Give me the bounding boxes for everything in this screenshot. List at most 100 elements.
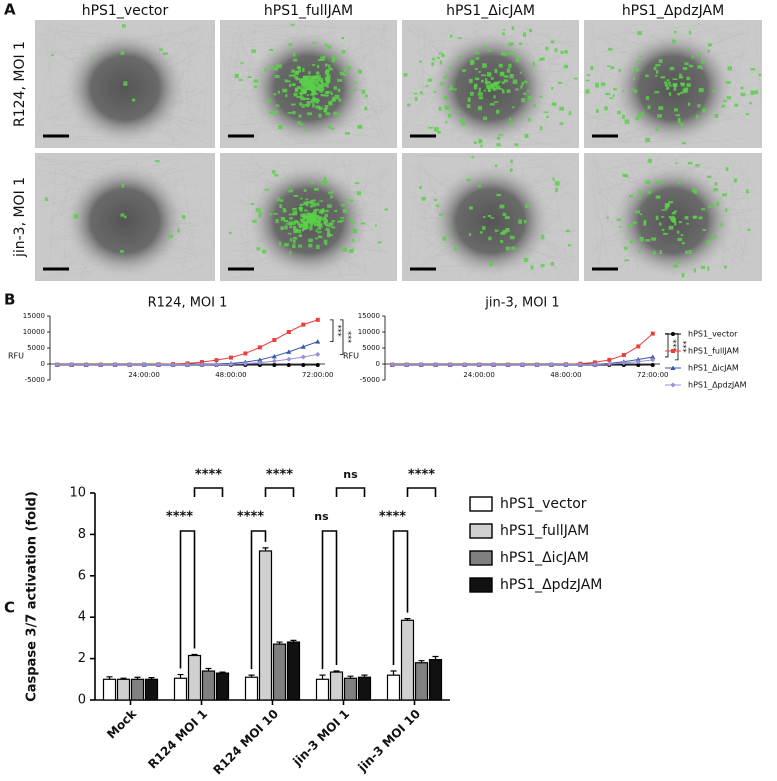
- significance-label: ****: [166, 510, 193, 525]
- gfp-signal: [374, 224, 378, 227]
- gfp-signal: [502, 212, 507, 217]
- x-tick-label: 24:00:00: [463, 371, 494, 379]
- gfp-signal: [120, 51, 125, 55]
- data-point: [315, 362, 320, 367]
- gfp-signal: [501, 81, 505, 85]
- bar: [116, 678, 131, 701]
- gfp-signal: [520, 85, 523, 89]
- data-point: [520, 362, 525, 368]
- image-texture: [742, 163, 750, 263]
- gfp-signal: [523, 257, 529, 263]
- gfp-signal: [658, 222, 662, 226]
- gfp-signal: [419, 186, 422, 189]
- data-point: [635, 359, 641, 365]
- bar: [428, 659, 443, 701]
- gfp-signal: [324, 43, 328, 46]
- gfp-signal: [289, 250, 292, 255]
- gfp-signal: [523, 80, 528, 84]
- gfp-signal: [289, 238, 293, 242]
- image-texture: [527, 26, 571, 29]
- gfp-signal: [444, 95, 449, 100]
- image-texture: [190, 78, 199, 102]
- gfp-signal: [324, 70, 329, 75]
- gfp-signal: [606, 216, 609, 219]
- legend-label: hPS1_ΔpdzJAM: [688, 381, 747, 390]
- gfp-signal: [421, 196, 426, 201]
- gfp-signal: [291, 69, 295, 73]
- gfp-signal: [502, 32, 505, 36]
- gfp-signal: [310, 99, 315, 104]
- image-texture: [43, 159, 88, 188]
- gfp-signal: [521, 98, 526, 103]
- gfp-signal: [306, 100, 311, 106]
- gfp-signal: [299, 203, 304, 206]
- gfp-signal: [342, 209, 347, 213]
- gfp-signal: [131, 98, 136, 102]
- gfp-signal: [286, 80, 291, 83]
- gfp-signal: [278, 241, 282, 246]
- image-texture: [528, 161, 549, 170]
- gfp-signal: [697, 65, 703, 69]
- gfp-signal: [519, 71, 522, 74]
- image-texture: [592, 22, 598, 95]
- gfp-signal: [317, 87, 322, 91]
- gfp-signal: [308, 219, 311, 224]
- y-tick-label: 10: [69, 486, 86, 501]
- gfp-signal: [564, 49, 568, 54]
- gfp-signal: [702, 108, 707, 113]
- series-line: [57, 341, 318, 366]
- gfp-signal: [685, 250, 688, 254]
- gfp-signal: [669, 66, 675, 71]
- gfp-signal: [298, 244, 303, 248]
- image-texture: [419, 173, 448, 222]
- image-texture: [545, 59, 569, 119]
- image-texture: [300, 24, 338, 29]
- bar: [343, 677, 358, 701]
- gfp-signal: [653, 66, 657, 71]
- image-texture: [231, 166, 281, 185]
- image-texture: [589, 155, 659, 164]
- gfp-signal: [720, 222, 723, 227]
- gfp-signal: [618, 68, 621, 73]
- gfp-signal: [510, 235, 515, 240]
- gfp-signal: [273, 93, 277, 96]
- gfp-signal: [687, 102, 691, 106]
- gfp-signal: [645, 180, 651, 185]
- data-point: [242, 361, 248, 367]
- gfp-signal: [340, 217, 345, 219]
- gfp-signal: [673, 31, 677, 34]
- gfp-signal: [303, 220, 306, 224]
- data-point: [315, 339, 321, 344]
- gfp-signal: [499, 71, 505, 77]
- legend-swatch: [469, 577, 493, 593]
- gfp-signal: [642, 111, 645, 116]
- gfp-signal: [585, 79, 590, 82]
- gfp-signal: [314, 82, 320, 86]
- gfp-signal: [468, 78, 473, 84]
- image-texture: [589, 37, 612, 119]
- gfp-signal: [680, 82, 685, 87]
- column-header: hPS1_ΔicJAM: [446, 3, 535, 19]
- gfp-signal: [332, 226, 336, 229]
- gfp-signal: [473, 85, 478, 90]
- gfp-signal: [607, 65, 611, 67]
- gfp-signal: [298, 114, 302, 118]
- gfp-signal: [722, 193, 728, 197]
- gfp-signal: [353, 228, 356, 233]
- series-line: [392, 333, 654, 366]
- significance-bracket: [330, 319, 334, 342]
- gfp-signal: [680, 122, 684, 127]
- gfp-signal: [539, 57, 545, 61]
- data-point: [404, 362, 410, 368]
- gfp-signal: [522, 32, 527, 37]
- legend-marker: [671, 332, 675, 336]
- legend-marker: [670, 365, 676, 370]
- gfp-signal: [512, 106, 515, 109]
- gfp-signal: [284, 209, 287, 212]
- gfp-signal: [331, 190, 334, 194]
- gfp-signal: [331, 98, 336, 102]
- gfp-signal: [303, 189, 307, 192]
- image-texture: [594, 63, 606, 148]
- bar: [315, 678, 330, 701]
- gfp-signal: [644, 219, 647, 225]
